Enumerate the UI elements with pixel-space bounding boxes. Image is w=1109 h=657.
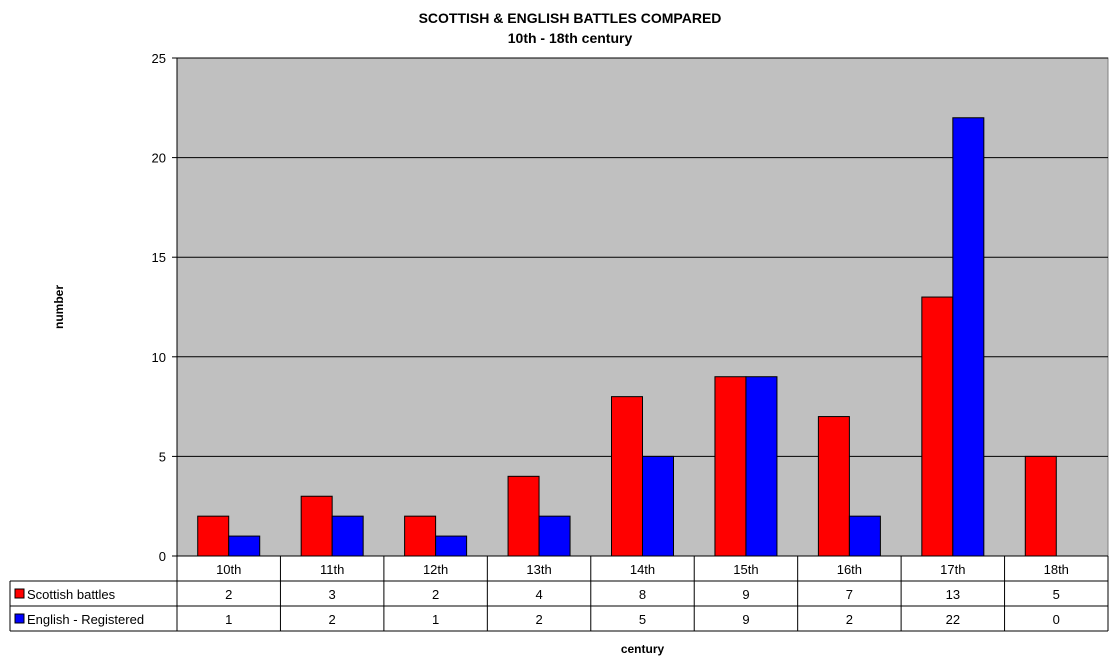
bar-english — [228, 535, 261, 557]
x-category-label: 10th — [216, 562, 241, 577]
table-value: 22 — [946, 612, 960, 627]
table-value: 8 — [639, 587, 646, 602]
y-tick-label: 0 — [159, 549, 166, 564]
x-category-label: 11th — [320, 562, 344, 577]
bar-english — [331, 515, 364, 557]
y-tick-label: 10 — [152, 350, 166, 365]
chart-title: SCOTTISH & ENGLISH BATTLES COMPARED — [419, 10, 722, 26]
y-tick-label: 15 — [152, 250, 166, 265]
table-value: 0 — [1053, 612, 1060, 627]
bar-scottish — [817, 416, 850, 557]
y-tick-label: 20 — [152, 151, 166, 166]
table-value: 2 — [432, 587, 439, 602]
bar-scottish — [507, 475, 540, 557]
bar-scottish — [404, 515, 437, 557]
y-tick-label: 25 — [152, 51, 166, 66]
table-value: 3 — [329, 587, 336, 602]
x-category-label: 17th — [940, 562, 965, 577]
table-value: 2 — [225, 587, 232, 602]
series-label: Scottish battles — [27, 587, 116, 602]
legend-key — [14, 613, 25, 624]
bar-english — [745, 376, 778, 557]
bar-scottish — [300, 495, 333, 557]
x-category-label: 15th — [733, 562, 758, 577]
bar-english — [952, 117, 985, 557]
x-category-label: 16th — [837, 562, 862, 577]
x-category-label: 14th — [630, 562, 655, 577]
data-table: 10th 11th 12th 13th 14th 15th 16th 17th 18th Scot… — [9, 555, 1109, 632]
chart-subtitle: 10th - 18th century — [508, 30, 633, 46]
table-value: 9 — [742, 587, 749, 602]
bar-english — [435, 535, 468, 557]
bar-scottish — [197, 515, 230, 557]
table-value: 1 — [432, 612, 439, 627]
table-value: 13 — [946, 587, 960, 602]
x-category-label: 18th — [1044, 562, 1069, 577]
bar-english — [848, 515, 881, 557]
series-label: English - Registered — [27, 612, 144, 627]
table-value: 2 — [535, 612, 542, 627]
table-value: 1 — [225, 612, 232, 627]
table-value: 2 — [329, 612, 336, 627]
table-value: 5 — [639, 612, 646, 627]
y-axis-ticks: 0 5 10 15 20 25 — [152, 51, 178, 564]
x-category-label: 13th — [526, 562, 551, 577]
legend-key — [14, 588, 25, 599]
bar-scottish — [611, 396, 643, 557]
bar-english — [642, 455, 674, 557]
bar-scottish — [1024, 455, 1057, 557]
bar-scottish — [921, 296, 954, 557]
bars — [197, 117, 1057, 557]
table-value: 5 — [1053, 587, 1060, 602]
chart-titles: SCOTTISH & ENGLISH BATTLES COMPARED 10th… — [419, 10, 722, 46]
table-value: 2 — [846, 612, 853, 627]
table-value: 9 — [742, 612, 749, 627]
bar-scottish — [714, 376, 747, 557]
x-category-label: 12th — [423, 562, 448, 577]
y-tick-label: 5 — [159, 449, 166, 464]
bar-english — [538, 515, 571, 557]
table-value: 4 — [535, 587, 542, 602]
table-value: 7 — [846, 587, 853, 602]
y-axis-title: number — [52, 285, 66, 329]
x-axis-title: century — [621, 642, 665, 656]
